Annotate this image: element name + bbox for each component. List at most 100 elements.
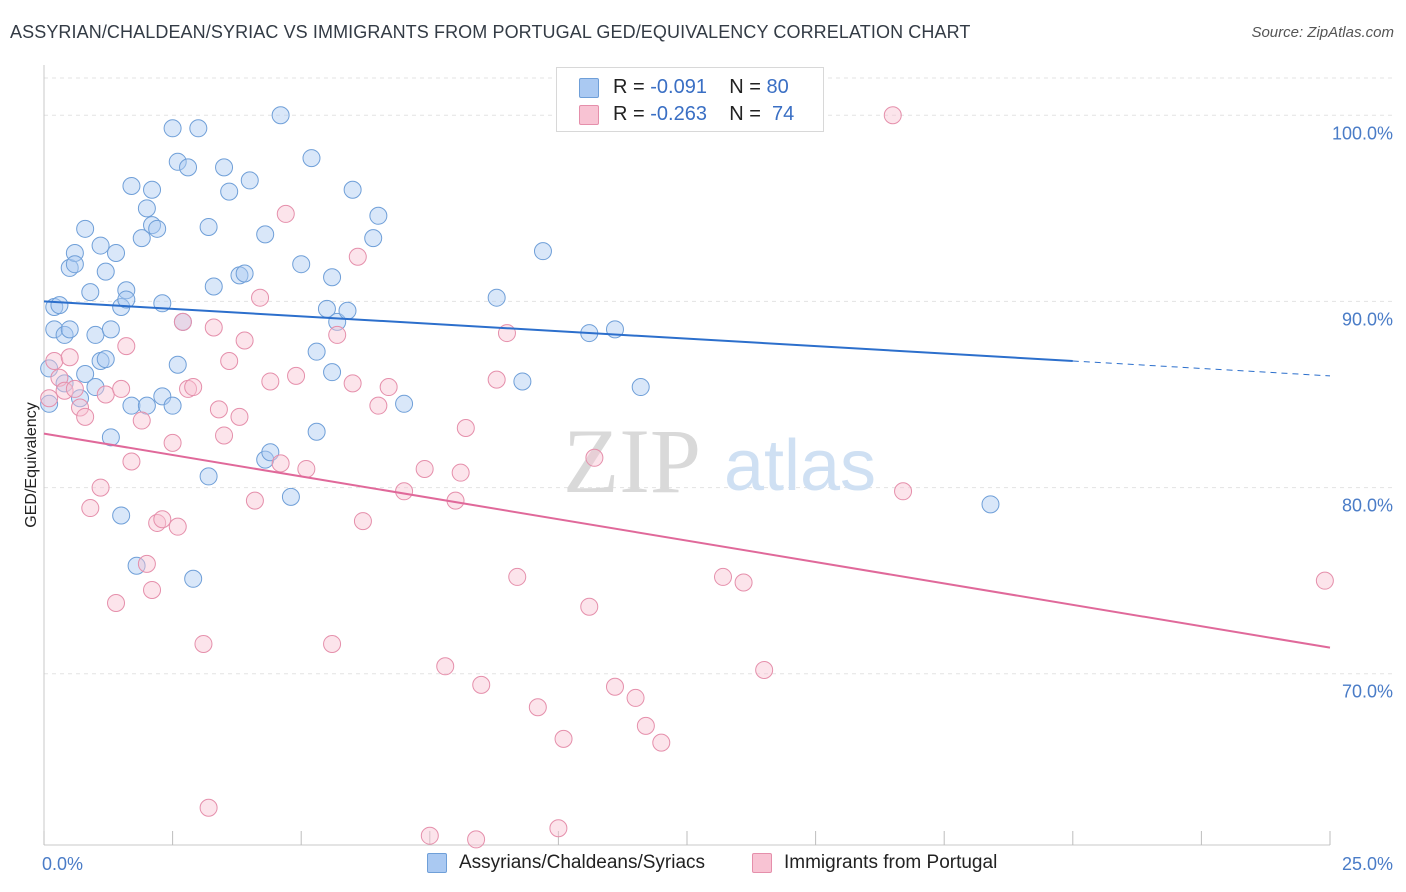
point-portugal (107, 593, 126, 612)
point-assyrians (122, 177, 141, 196)
point-portugal (137, 554, 156, 573)
point-portugal (395, 482, 414, 501)
point-assyrians (220, 182, 239, 201)
point-portugal (276, 204, 295, 223)
point-portugal (215, 426, 234, 445)
point-assyrians (240, 171, 259, 190)
correlation-legend: R = -0.091 N = 80 R = -0.263 N = 74 (556, 67, 824, 132)
point-assyrians (76, 219, 95, 238)
point-portugal (65, 379, 84, 398)
point-portugal (1315, 571, 1334, 590)
point-portugal (605, 677, 624, 696)
point-assyrians (112, 506, 131, 525)
point-portugal (163, 433, 182, 452)
point-portugal (554, 729, 573, 748)
point-assyrians (184, 569, 203, 588)
point-portugal (287, 366, 306, 385)
point-assyrians (215, 158, 234, 177)
point-assyrians (153, 387, 172, 406)
point-assyrians (122, 396, 141, 415)
point-portugal (297, 459, 316, 478)
chart-title: ASSYRIAN/CHALDEAN/SYRIAC VS IMMIGRANTS F… (10, 22, 971, 42)
point-portugal (143, 580, 162, 599)
y-tick-label: 90.0% (1342, 309, 1393, 329)
y-axis-label: GED/Equivalency (23, 402, 40, 527)
point-portugal (755, 661, 774, 680)
point-portugal (194, 634, 213, 653)
bottom-legend-label-portugal: Immigrants from Portugal (784, 852, 998, 873)
point-portugal (245, 491, 264, 510)
point-portugal (348, 247, 367, 266)
point-assyrians (513, 372, 532, 391)
point-portugal (585, 448, 604, 467)
point-assyrians (981, 495, 1000, 514)
point-assyrians (163, 396, 182, 415)
point-portugal (220, 351, 239, 370)
source-label: Source: ZipAtlas.com (1251, 24, 1394, 41)
point-portugal (45, 351, 64, 370)
point-assyrians (631, 378, 650, 397)
point-portugal (184, 378, 203, 397)
point-portugal (117, 337, 136, 356)
bottom-legend-swatch-portugal (752, 853, 772, 873)
point-assyrians (307, 342, 326, 361)
point-assyrians (45, 320, 64, 339)
point-assyrians (307, 422, 326, 441)
point-portugal (528, 698, 547, 717)
legend-r-label: R = (613, 103, 645, 125)
point-assyrians (137, 199, 156, 218)
axes (43, 65, 1331, 846)
point-portugal (112, 379, 131, 398)
point-assyrians (369, 206, 388, 225)
point-portugal (467, 830, 486, 849)
y-tick-label: 100.0% (1332, 123, 1393, 143)
point-assyrians (168, 355, 187, 374)
point-assyrians (204, 277, 223, 296)
point-assyrians (533, 242, 552, 261)
point-portugal (153, 510, 172, 529)
point-assyrians (71, 389, 90, 408)
point-portugal (472, 675, 491, 694)
point-portugal (451, 463, 470, 482)
point-assyrians (163, 119, 182, 138)
point-assyrians (117, 281, 136, 300)
point-portugal (76, 407, 95, 426)
point-portugal (235, 331, 254, 350)
point-assyrians (323, 268, 342, 287)
point-portugal (420, 826, 439, 845)
x-tick-label: 0.0% (42, 854, 83, 874)
point-portugal (71, 398, 90, 417)
point-assyrians (338, 301, 357, 320)
point-portugal (652, 733, 671, 752)
legend-n-label: N = (729, 76, 761, 98)
point-portugal (122, 452, 141, 471)
point-assyrians (323, 363, 342, 382)
point-portugal (734, 573, 753, 592)
point-portugal (353, 512, 372, 531)
point-assyrians (199, 467, 218, 486)
legend-n-value-assyrians: 80 (766, 76, 789, 98)
x-tick-label: 25.0% (1342, 854, 1393, 874)
point-portugal (436, 657, 455, 676)
point-assyrians (168, 152, 187, 171)
watermark-atlas: atlas (724, 426, 876, 506)
point-assyrians (143, 180, 162, 199)
bottom-legend-swatch-assyrians (427, 853, 447, 873)
point-portugal (328, 325, 347, 344)
y-tick-label: 70.0% (1342, 682, 1393, 702)
point-assyrians (395, 394, 414, 413)
point-portugal (132, 411, 151, 430)
point-assyrians (76, 365, 95, 384)
point-assyrians (55, 374, 74, 393)
point-assyrians (189, 119, 208, 138)
point-portugal (323, 634, 342, 653)
point-assyrians (148, 219, 167, 238)
point-portugal (714, 567, 733, 586)
legend-n-value-portugal: 74 (772, 103, 795, 125)
point-portugal (379, 378, 398, 397)
point-assyrians (96, 350, 115, 369)
point-assyrians (261, 443, 280, 462)
legend-swatch-portugal (579, 105, 599, 125)
trend-line-assyrians (43, 300, 1073, 362)
